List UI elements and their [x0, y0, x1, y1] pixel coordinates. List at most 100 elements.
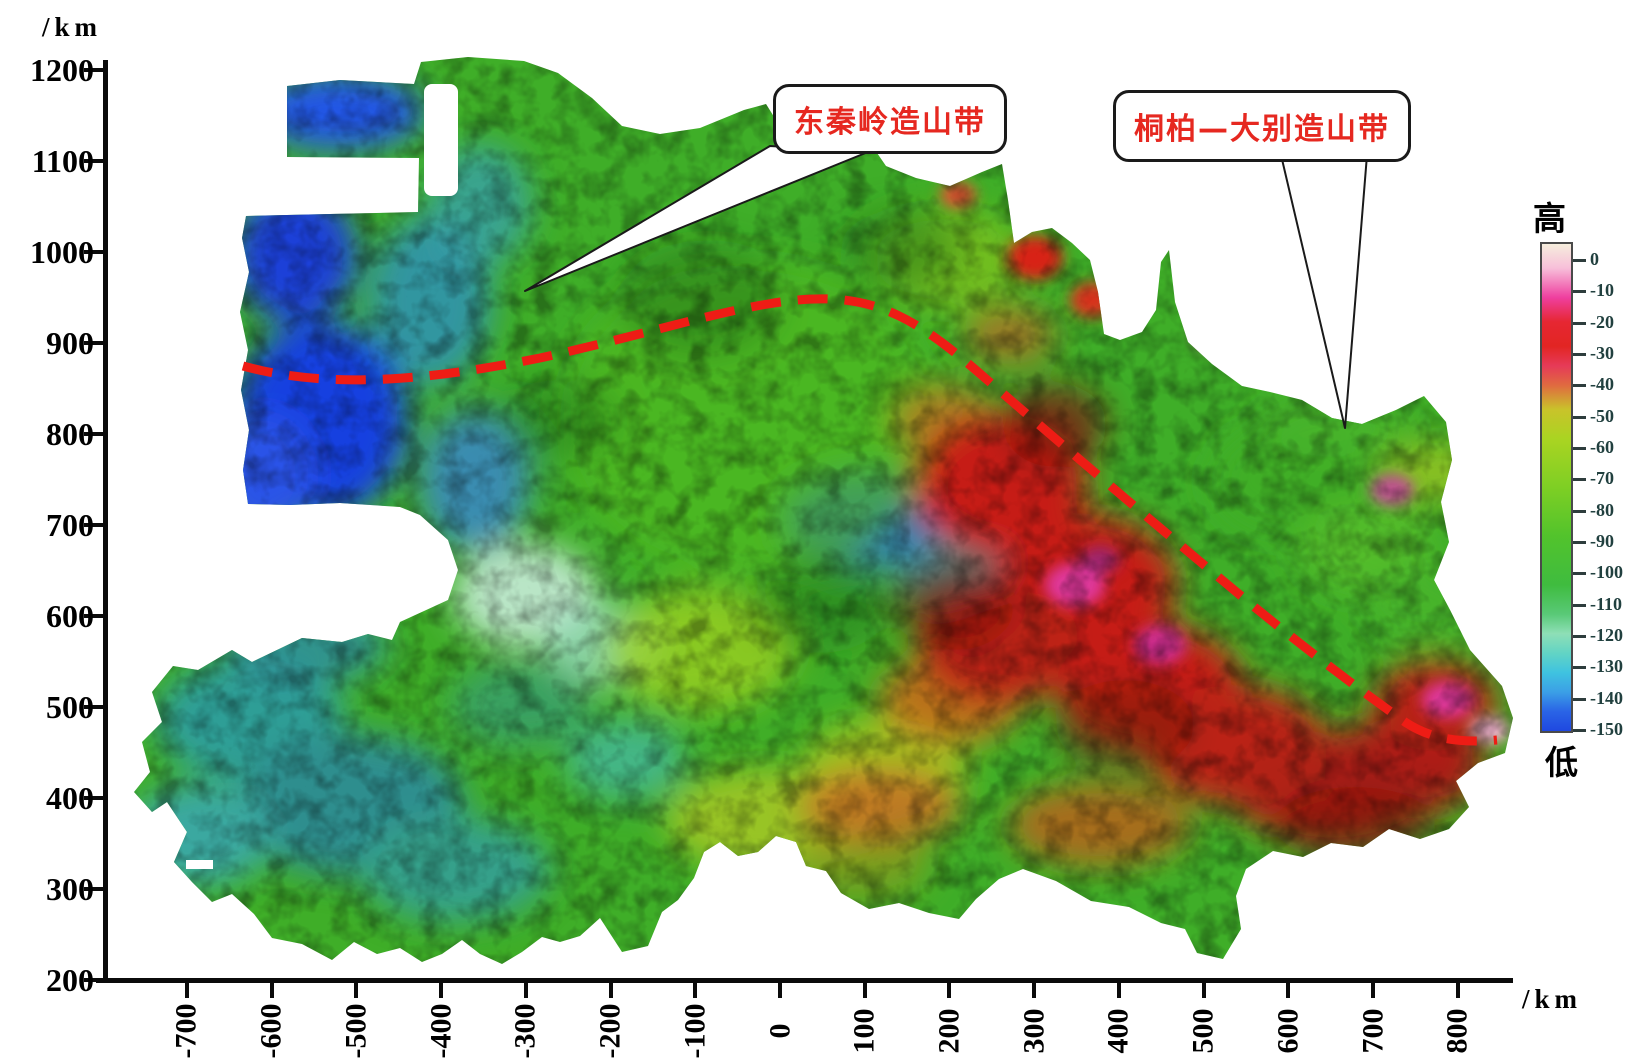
x-tick-label: -500: [314, 1000, 398, 1064]
colorbar-tick-mark: [1573, 384, 1586, 388]
x-tick-mark: [354, 980, 359, 998]
y-tick-mark: [84, 341, 106, 345]
callout-east-qinling-text: 东秦岭造山带: [794, 105, 986, 140]
map-data-gap: [424, 84, 458, 196]
y-tick-label: 200: [46, 962, 94, 998]
map-white-dash: [186, 860, 213, 869]
x-tick-label: 700: [1331, 1000, 1415, 1064]
x-tick-mark: [1201, 980, 1206, 998]
x-tick-label: 100: [823, 1000, 907, 1064]
x-axis-unit-label: /km: [1522, 984, 1583, 1014]
colorbar-tick-mark: [1573, 415, 1586, 419]
colorbar-tick-label: -40: [1590, 374, 1614, 395]
colorbar-tick-mark: [1573, 478, 1586, 482]
y-tick-label: 800: [46, 416, 94, 452]
x-tick-label: 0: [738, 1000, 822, 1064]
x-tick-label-text: -500: [339, 1003, 373, 1059]
colorbar-tick-mark: [1573, 697, 1586, 701]
colorbar-tick-label: 0: [1590, 249, 1599, 269]
callout-tongbai-dabie-tail: [1280, 154, 1368, 429]
x-tick-label-text: -700: [169, 1003, 203, 1059]
y-tick-mark: [84, 978, 106, 982]
colorbar-high-label: 高: [1533, 199, 1566, 238]
x-tick-mark: [1286, 980, 1291, 998]
colorbar-tick-label: -30: [1590, 342, 1614, 363]
y-tick-mark: [84, 523, 106, 527]
x-tick-label-text: -300: [508, 1003, 542, 1059]
callout-tongbai-dabie: 桐柏—大别造山带: [1113, 90, 1411, 162]
x-tick-mark: [1032, 980, 1037, 998]
y-tick-label: 700: [46, 507, 94, 543]
y-tick-label: 600: [46, 598, 94, 634]
x-tick-label-text: 400: [1101, 1008, 1135, 1054]
colorbar-tick-mark: [1573, 259, 1586, 262]
colorbar-tick-label: -70: [1590, 468, 1614, 489]
colorbar-tick-mark: [1573, 321, 1586, 325]
x-tick-mark: [778, 980, 782, 998]
y-tick-mark: [84, 250, 106, 254]
x-tick-mark: [184, 980, 189, 998]
x-tick-mark: [1371, 980, 1376, 998]
colorbar-tick-label: -120: [1590, 624, 1623, 645]
colorbar-tick-label: -50: [1590, 405, 1614, 426]
x-tick-label-text: 600: [1271, 1008, 1305, 1054]
x-tick-mark: [1455, 980, 1460, 998]
colorbar-tick-mark: [1573, 352, 1586, 356]
x-tick-mark: [1116, 980, 1121, 998]
x-tick-label-text: -600: [254, 1003, 288, 1059]
colorbar-tick-label: -20: [1590, 311, 1614, 332]
y-tick-label: 900: [46, 325, 94, 361]
colorbar-tick-label: -130: [1590, 656, 1623, 677]
colorbar-tick-mark: [1573, 603, 1586, 607]
y-tick-mark: [84, 614, 106, 618]
x-tick-mark: [693, 980, 698, 998]
y-axis-line: [103, 60, 108, 983]
y-tick-label: 300: [46, 871, 94, 907]
x-tick-label: 300: [992, 1000, 1076, 1064]
y-tick-mark: [84, 705, 106, 709]
y-tick-label: 1200: [30, 52, 94, 88]
y-tick-label: 1000: [30, 234, 94, 270]
y-tick-mark: [84, 796, 106, 800]
colorbar-low-label: 低: [1545, 743, 1578, 782]
colorbar-tick-label: -90: [1590, 530, 1614, 551]
x-tick-mark: [523, 980, 528, 998]
colorbar-tick-mark: [1573, 509, 1586, 513]
y-tick-label: 500: [46, 689, 94, 725]
colorbar-tick-label: -80: [1590, 499, 1614, 520]
x-tick-label-text: 500: [1186, 1008, 1220, 1054]
colorbar-tick-label: -140: [1590, 687, 1623, 708]
x-tick-mark: [947, 980, 952, 998]
colorbar-tick-label: -60: [1590, 436, 1614, 457]
colorbar-tick-mark: [1573, 540, 1586, 544]
x-tick-label: -200: [569, 1000, 653, 1064]
colorbar-tick-label: -150: [1590, 718, 1623, 739]
colorbar-tick-mark: [1573, 666, 1586, 670]
x-tick-label: 200: [907, 1000, 991, 1064]
x-tick-label: -700: [145, 1000, 229, 1064]
x-tick-label: 800: [1416, 1000, 1500, 1064]
x-tick-label-text: 700: [1356, 1008, 1390, 1054]
x-tick-label: -400: [399, 1000, 483, 1064]
x-tick-label-text: 800: [1440, 1008, 1474, 1054]
x-tick-label: 500: [1162, 1000, 1246, 1064]
callout-tongbai-dabie-text: 桐柏—大别造山带: [1134, 112, 1390, 147]
y-tick-label: 1100: [31, 143, 94, 179]
x-tick-label: -600: [230, 1000, 314, 1064]
y-tick-mark: [84, 432, 106, 436]
y-tick-mark: [84, 68, 106, 72]
x-tick-label-text: -200: [593, 1003, 627, 1059]
colorbar-tick-mark: [1573, 290, 1586, 294]
callout-east-qinling: 东秦岭造山带: [773, 84, 1007, 154]
x-tick-mark: [269, 980, 274, 998]
x-tick-label-text: 200: [932, 1008, 966, 1054]
x-tick-mark: [439, 980, 444, 998]
x-tick-mark: [862, 980, 867, 998]
x-tick-label-text: -400: [424, 1003, 458, 1059]
x-tick-label-text: 100: [847, 1008, 881, 1054]
x-tick-label: 400: [1077, 1000, 1161, 1064]
x-tick-label: -300: [484, 1000, 568, 1064]
colorbar-tick-label: -10: [1590, 280, 1614, 301]
